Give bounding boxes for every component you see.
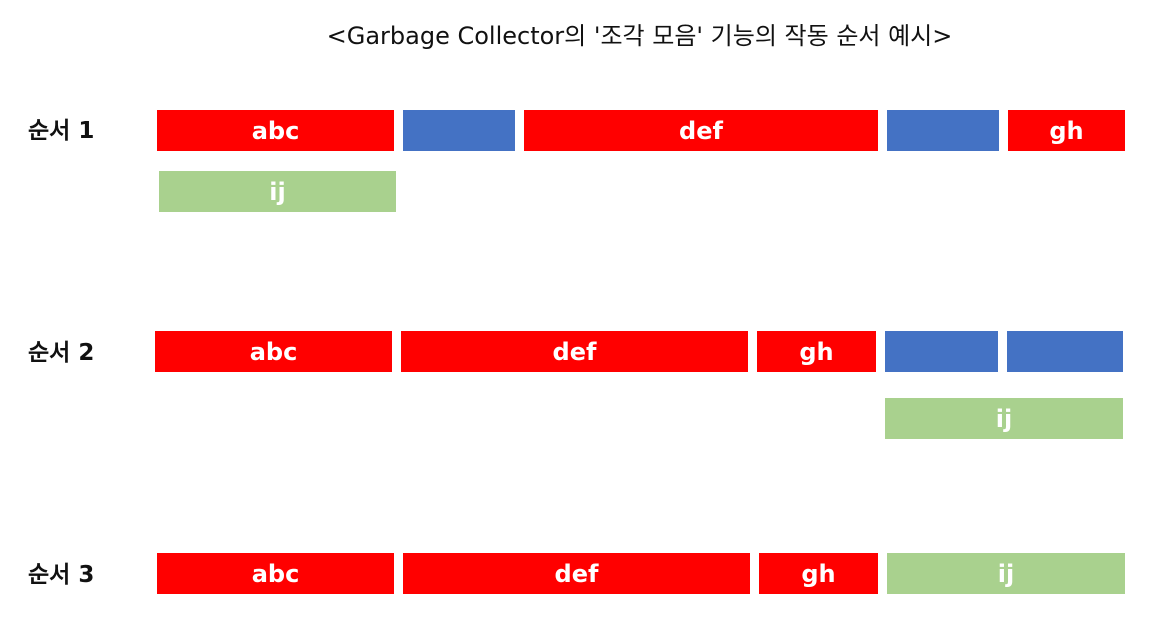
- step-1-block-def: def: [524, 110, 878, 151]
- step-2-block-abc: abc: [155, 331, 392, 372]
- step-2-block-def: def: [401, 331, 748, 372]
- step-1-block-free-2: [887, 110, 999, 151]
- step-1-block-ij: ij: [159, 171, 396, 212]
- step-1-block-free-1: [403, 110, 515, 151]
- step-3-label: 순서 3: [28, 562, 95, 588]
- step-3-block-gh: gh: [759, 553, 878, 594]
- diagram-title: <Garbage Collector의 '조각 모음' 기능의 작동 순서 예시…: [326, 22, 953, 50]
- step-2-block-free-1: [885, 331, 998, 372]
- step-2-label: 순서 2: [28, 340, 95, 366]
- step-1-block-abc: abc: [157, 110, 394, 151]
- step-2-block-gh: gh: [757, 331, 876, 372]
- step-3-block-ij: ij: [887, 553, 1125, 594]
- step-1-label: 순서 1: [28, 118, 95, 144]
- step-3-block-def: def: [403, 553, 750, 594]
- step-3-block-abc: abc: [157, 553, 394, 594]
- step-2-block-free-2: [1007, 331, 1123, 372]
- step-2-block-ij: ij: [885, 398, 1123, 439]
- step-1-block-gh: gh: [1008, 110, 1125, 151]
